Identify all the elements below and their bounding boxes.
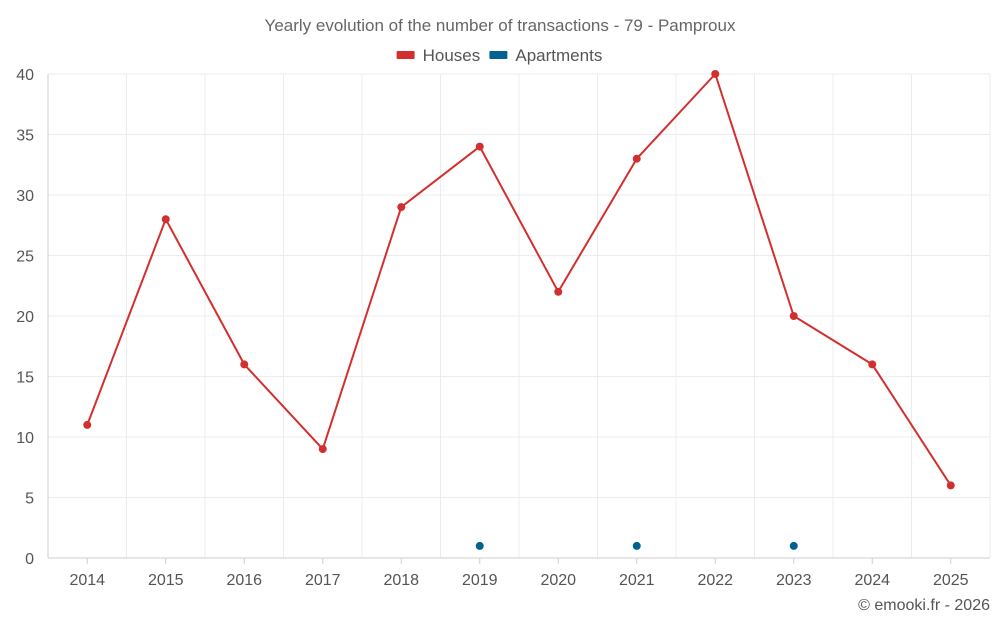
y-tick-label: 5 — [25, 491, 34, 508]
x-tick-label: 2020 — [540, 572, 576, 589]
x-tick-label: 2022 — [697, 572, 733, 589]
data-point-houses-2025[interactable] — [946, 481, 955, 490]
y-tick-label: 15 — [16, 370, 34, 387]
x-tick-label: 2015 — [148, 572, 184, 589]
x-tick-label: 2024 — [854, 572, 890, 589]
y-tick-label: 20 — [16, 309, 34, 326]
legend-item-houses[interactable]: Houses — [396, 46, 481, 65]
y-tick-label: 10 — [16, 430, 34, 447]
data-point-houses-2014[interactable] — [83, 420, 92, 429]
y-tick-label: 30 — [16, 188, 34, 205]
legend: Houses Apartments — [396, 46, 602, 65]
grid — [48, 73, 991, 558]
x-tick-label: 2025 — [933, 572, 969, 589]
x-tick-label: 2023 — [776, 572, 812, 589]
data-point-apartments-2021[interactable] — [632, 541, 641, 550]
x-tick-label: 2018 — [383, 572, 419, 589]
data-point-houses-2023[interactable] — [789, 312, 798, 320]
data-point-houses-2022[interactable] — [711, 70, 720, 78]
legend-label: Apartments — [515, 46, 602, 65]
data-point-houses-2018[interactable] — [397, 203, 406, 212]
legend-item-apartments[interactable]: Apartments — [489, 46, 602, 65]
chart-title: Yearly evolution of the number of transa… — [265, 16, 736, 35]
data-point-houses-2015[interactable] — [161, 215, 170, 224]
data-point-houses-2017[interactable] — [318, 445, 327, 454]
y-tick-label: 35 — [16, 128, 34, 145]
series-line-houses — [86, 73, 952, 486]
y-tick-label: 40 — [16, 67, 34, 84]
legend-label: Houses — [423, 46, 481, 65]
x-tick-label: 2014 — [69, 572, 105, 589]
legend-swatch — [489, 51, 508, 59]
data-point-houses-2024[interactable] — [868, 360, 877, 369]
x-tick-label: 2017 — [305, 572, 341, 589]
data-point-apartments-2019[interactable] — [475, 541, 484, 550]
x-tick-label: 2021 — [619, 572, 655, 589]
data-point-houses-2016[interactable] — [240, 360, 249, 369]
x-tick-label: 2019 — [462, 572, 498, 589]
series-apartments — [475, 541, 798, 550]
y-tick-label: 0 — [25, 551, 34, 568]
data-point-houses-2021[interactable] — [632, 154, 641, 163]
y-tick-label: 25 — [16, 249, 34, 266]
series-houses — [83, 70, 955, 490]
credit-text: © emooki.fr - 2026 — [858, 597, 990, 614]
data-point-houses-2019[interactable] — [475, 142, 484, 151]
legend-swatch — [396, 51, 415, 59]
x-tick-label: 2016 — [226, 572, 262, 589]
series-layer — [83, 70, 955, 550]
data-point-apartments-2023[interactable] — [789, 541, 798, 550]
data-point-houses-2020[interactable] — [554, 287, 563, 296]
